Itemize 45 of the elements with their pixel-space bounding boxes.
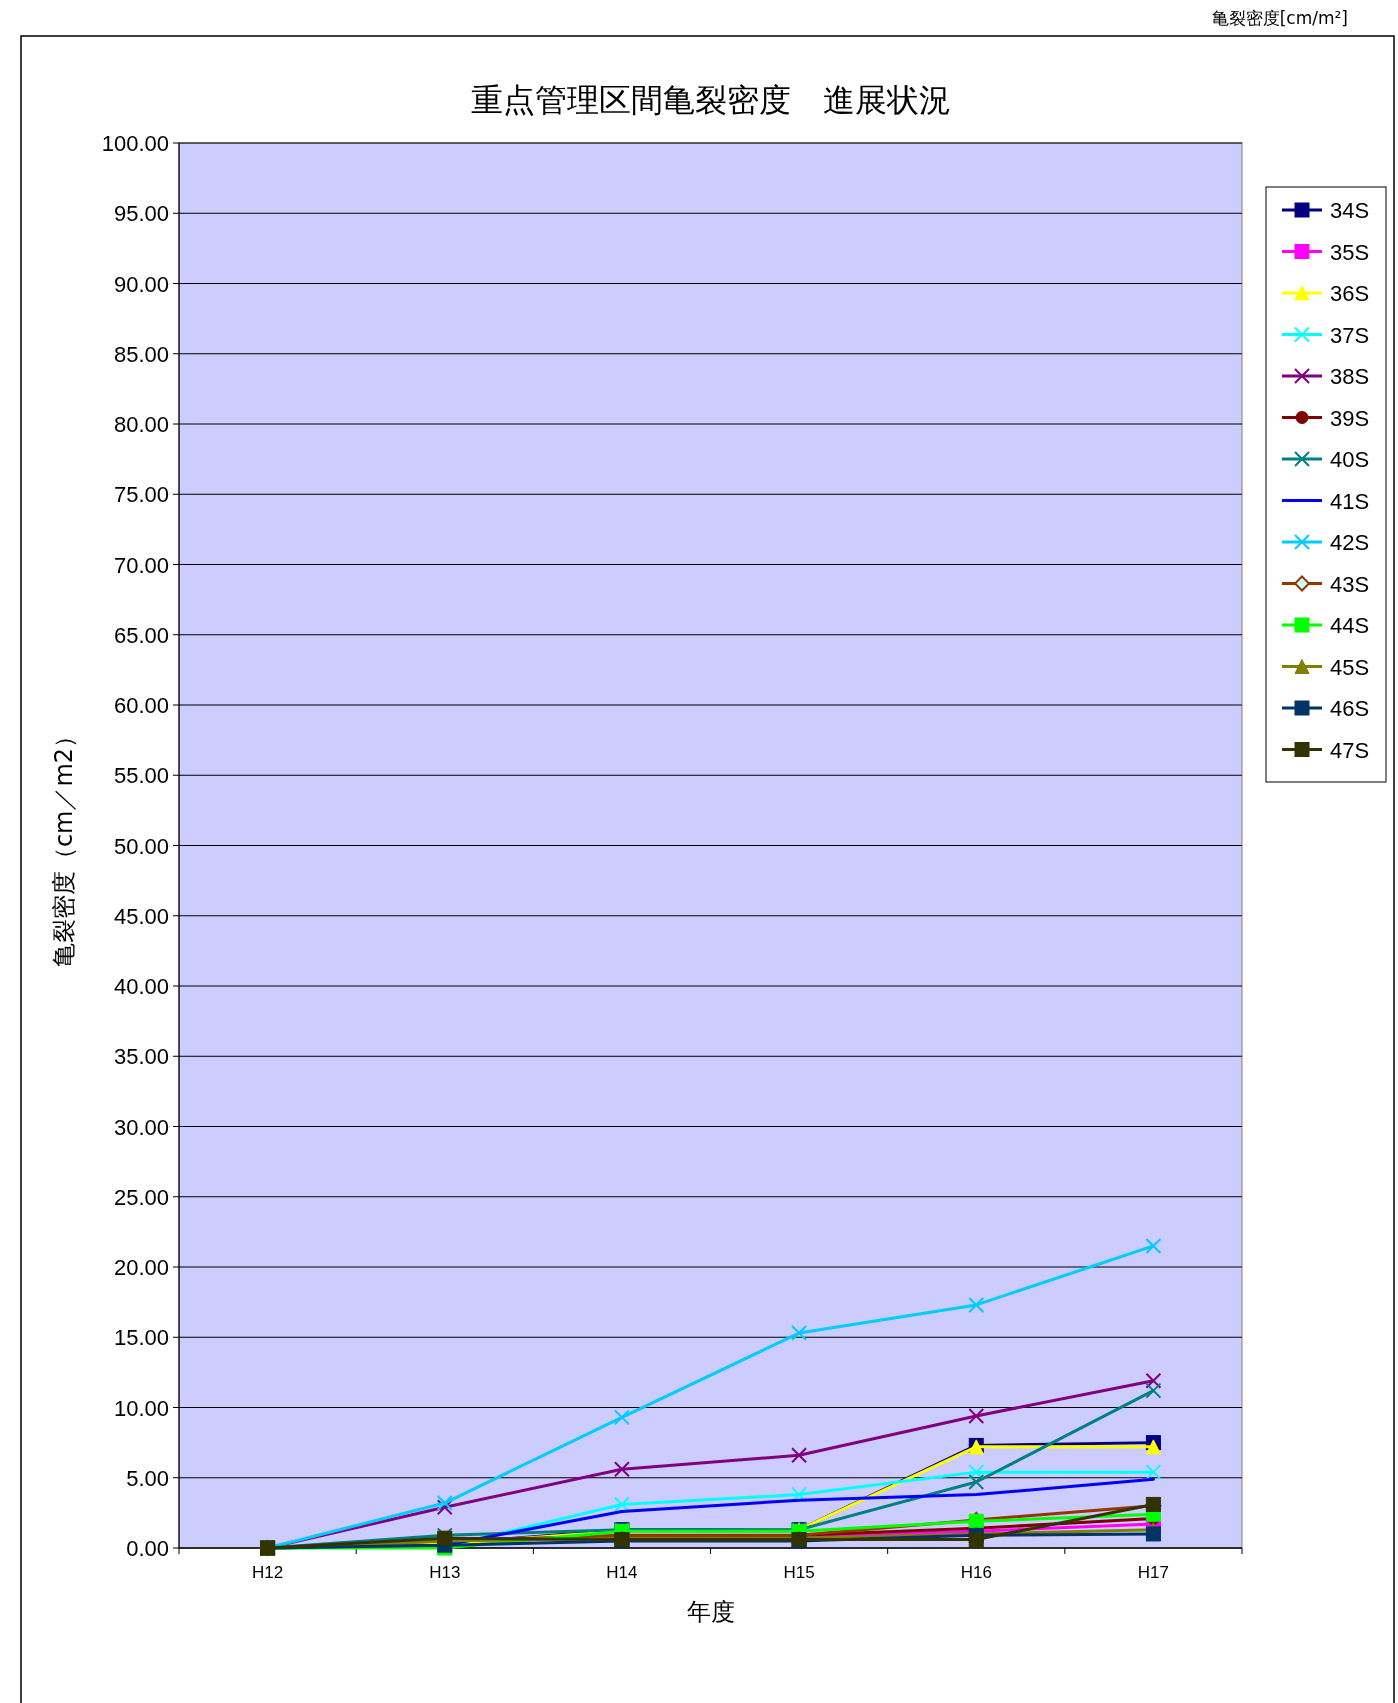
y-tick-label: 30.00 bbox=[113, 1114, 169, 1140]
x-tick-label: H17 bbox=[1137, 1563, 1170, 1582]
y-tick-label: 80.00 bbox=[113, 412, 169, 437]
y-tick-label: 5.00 bbox=[126, 1465, 169, 1491]
y-tick-label: 20.00 bbox=[113, 1255, 169, 1280]
y-tick-label: 10.00 bbox=[113, 1395, 169, 1421]
legend-label: 46S bbox=[1330, 696, 1370, 721]
x-tick-label: H16 bbox=[960, 1563, 992, 1582]
y-tick-label: 25.00 bbox=[113, 1184, 169, 1210]
legend-label: 47S bbox=[1330, 737, 1370, 763]
legend-label: 35S bbox=[1330, 239, 1370, 265]
y-tick-label: 40.00 bbox=[113, 974, 169, 999]
x-axis-title: 年度 bbox=[686, 1598, 735, 1626]
y-tick-label: 35.00 bbox=[113, 1044, 169, 1070]
legend-label: 39S bbox=[1330, 405, 1370, 431]
chart-title: 重点管理区間亀裂密度 進展状況 bbox=[470, 81, 951, 119]
y-tick-label: 15.00 bbox=[113, 1325, 169, 1351]
legend-label: 44S bbox=[1330, 613, 1370, 638]
y-tick-label: 50.00 bbox=[113, 833, 169, 859]
x-tick-label: H13 bbox=[429, 1563, 461, 1582]
y-tick-label: 60.00 bbox=[113, 693, 169, 718]
legend-label: 43S bbox=[1330, 571, 1370, 597]
y-axis-title: 亀裂密度（cm／m2） bbox=[50, 723, 78, 968]
y-tick-label: 70.00 bbox=[113, 552, 169, 578]
legend-label: 36S bbox=[1330, 281, 1370, 306]
legend-label: 45S bbox=[1330, 654, 1370, 680]
legend-label: 42S bbox=[1330, 530, 1370, 555]
y-tick-label: 90.00 bbox=[113, 271, 169, 297]
legend-label: 40S bbox=[1330, 447, 1370, 472]
x-tick-label: H15 bbox=[783, 1563, 815, 1582]
legend-label: 38S bbox=[1330, 364, 1370, 389]
y-tick-label: 95.00 bbox=[113, 201, 169, 227]
y-tick-label: 0.00 bbox=[126, 1536, 169, 1561]
y-tick-label: 75.00 bbox=[113, 482, 169, 508]
legend-label: 37S bbox=[1330, 322, 1370, 348]
y-tick-label: 65.00 bbox=[113, 622, 169, 648]
text: 亀裂密度[cm/m²] bbox=[1211, 8, 1348, 28]
legend-label: 34S bbox=[1330, 198, 1370, 223]
x-tick-label: H12 bbox=[251, 1563, 284, 1582]
y-tick-label: 85.00 bbox=[113, 341, 169, 367]
legend-label: 41S bbox=[1330, 488, 1370, 514]
y-tick-label: 45.00 bbox=[113, 903, 169, 929]
x-tick-label: H14 bbox=[606, 1563, 638, 1582]
y-tick-label: 100.00 bbox=[101, 131, 169, 156]
y-tick-label: 55.00 bbox=[113, 763, 169, 789]
